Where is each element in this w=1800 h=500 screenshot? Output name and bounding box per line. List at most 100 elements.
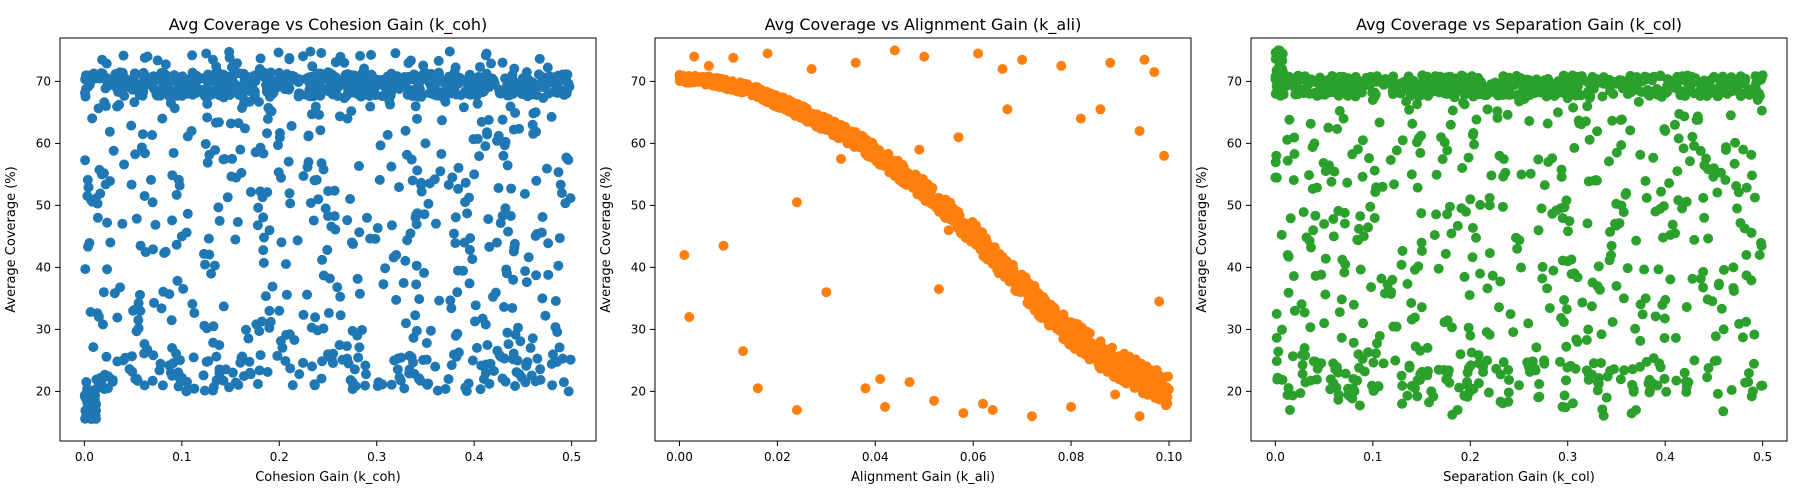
- scatter-point: [467, 355, 478, 366]
- scatter-point: [1664, 178, 1675, 189]
- scatter-point: [98, 287, 109, 298]
- scatter-point: [458, 265, 469, 276]
- scatter-point: [1473, 378, 1484, 389]
- scatter-point: [80, 91, 91, 102]
- scatter-point: [330, 57, 341, 68]
- scatter-point: [390, 48, 401, 59]
- scatter-point: [1369, 165, 1380, 176]
- scatter-point: [1581, 335, 1592, 346]
- scatter-point: [335, 291, 346, 302]
- scatter-point: [1539, 81, 1550, 92]
- scatter-point: [214, 364, 225, 375]
- scatter-point: [1533, 225, 1544, 236]
- scatter-point: [1366, 380, 1377, 391]
- scatter-point: [203, 233, 214, 244]
- scatter-point: [1342, 177, 1353, 188]
- scatter-point: [227, 367, 238, 378]
- scatter-point: [160, 59, 171, 70]
- scatter-point: [108, 145, 119, 156]
- scatter-point: [1552, 107, 1563, 118]
- scatter-point: [267, 281, 278, 292]
- scatter-point: [1397, 380, 1408, 391]
- scatter-point: [241, 324, 252, 335]
- scatter-point: [1328, 231, 1339, 242]
- scatter-point: [1738, 144, 1749, 155]
- scatter-point: [1650, 206, 1661, 217]
- scatter-point: [432, 385, 443, 396]
- scatter-point: [507, 302, 518, 313]
- scatter-point: [1610, 218, 1621, 229]
- scatter-point: [791, 405, 802, 415]
- scatter-point: [147, 375, 158, 386]
- scatter-point: [378, 279, 389, 290]
- scatter-point: [112, 101, 123, 112]
- scatter-point: [306, 109, 317, 120]
- scatter-point: [182, 208, 193, 219]
- scatter-point: [540, 310, 551, 321]
- scatter-point: [1365, 201, 1376, 212]
- scatter-point: [156, 303, 167, 314]
- scatter-point: [145, 174, 156, 185]
- scatter-point: [1456, 203, 1467, 214]
- scatter-point: [1525, 168, 1536, 179]
- scatter-point: [414, 294, 425, 305]
- scatter-point: [1271, 356, 1282, 367]
- scatter-point: [764, 89, 775, 100]
- scatter-point: [497, 373, 508, 384]
- scatter-point: [1473, 72, 1484, 83]
- scatter-point: [1343, 85, 1354, 96]
- scatter-point: [1282, 134, 1293, 145]
- scatter-point: [929, 395, 940, 406]
- scatter-point: [1659, 313, 1670, 324]
- scatter-point: [1687, 273, 1698, 284]
- scatter-point: [1374, 117, 1385, 128]
- scatter-point: [316, 47, 327, 58]
- scatter-point: [537, 82, 548, 93]
- scatter-point: [238, 98, 249, 109]
- scatter-point: [536, 227, 547, 238]
- scatter-point: [543, 238, 554, 249]
- scatter-point: [180, 87, 191, 98]
- scatter-point: [492, 135, 503, 146]
- scatter-point: [821, 287, 832, 298]
- scatter-point: [1016, 271, 1027, 282]
- scatter-point: [451, 89, 462, 100]
- scatter-point: [245, 367, 256, 378]
- scatter-point: [1495, 396, 1506, 407]
- scatter-point: [1698, 192, 1709, 203]
- scatter-point: [334, 111, 345, 122]
- scatter-point: [1592, 126, 1603, 137]
- scatter-point: [262, 128, 273, 139]
- scatter-point: [171, 189, 182, 200]
- scatter-point: [525, 342, 536, 353]
- scatter-point: [1618, 293, 1629, 304]
- scatter-point: [1276, 88, 1287, 99]
- scatter-point: [310, 101, 321, 112]
- scatter-point: [1154, 296, 1165, 307]
- scatter-point: [933, 284, 944, 295]
- scatter-point: [467, 254, 478, 265]
- scatter-point: [188, 75, 199, 86]
- scatter-point: [271, 82, 282, 93]
- scatter-point: [1602, 371, 1613, 382]
- scatter-point: [244, 356, 255, 367]
- scatter-point: [168, 147, 179, 158]
- scatter-point: [1058, 309, 1069, 320]
- scatter-point: [386, 220, 397, 231]
- scatter-point: [520, 266, 531, 277]
- scatter-point: [503, 339, 514, 350]
- scatter-point: [444, 46, 455, 57]
- y-tick-label: 60: [631, 136, 646, 150]
- scatter-point: [201, 48, 212, 59]
- scatter-point: [169, 103, 180, 114]
- scatter-point: [307, 84, 318, 95]
- y-tick-label: 30: [1227, 322, 1242, 336]
- scatter-point: [196, 73, 207, 84]
- scatter-point: [1556, 203, 1567, 214]
- scatter-point: [1026, 411, 1037, 422]
- scatter-point: [408, 332, 419, 343]
- scatter-point: [1482, 283, 1493, 294]
- scatter-point: [968, 218, 979, 229]
- scatter-point: [997, 64, 1008, 74]
- scatter-point: [284, 188, 295, 199]
